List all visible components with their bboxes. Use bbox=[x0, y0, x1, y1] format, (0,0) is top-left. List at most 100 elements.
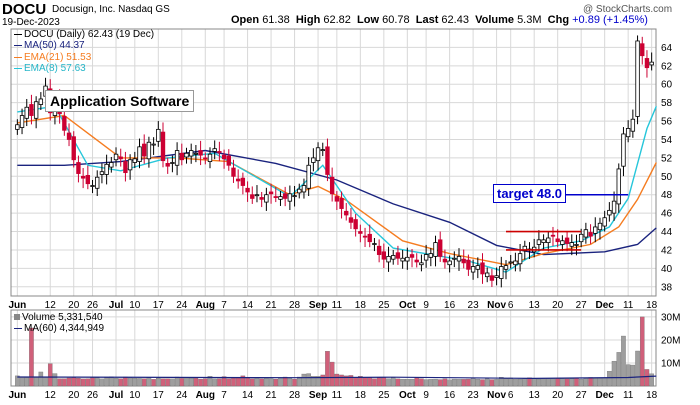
volume-bar bbox=[268, 378, 274, 387]
price-tick-label: 44 bbox=[661, 227, 673, 238]
volume-bar bbox=[231, 377, 236, 387]
date-tick-label: 20 bbox=[68, 390, 80, 401]
candle-body bbox=[19, 115, 25, 128]
volume-bar bbox=[621, 335, 626, 387]
legend-vol-ma60-text: MA(60) 4,344,949 bbox=[24, 323, 105, 334]
volume-bar bbox=[390, 377, 396, 387]
candle-body bbox=[66, 132, 72, 140]
volume-bar bbox=[52, 373, 58, 387]
date-tick-label: Dec bbox=[595, 390, 614, 401]
legend-ema21-text: EMA(21) 51.53 bbox=[24, 52, 92, 63]
candle-body bbox=[611, 200, 617, 214]
volume-bar bbox=[71, 377, 76, 387]
date-tick-label: 27 bbox=[576, 300, 588, 311]
price-tick-label: 40 bbox=[661, 264, 673, 275]
candle-body bbox=[174, 150, 180, 166]
date-tick-label: 17 bbox=[153, 300, 165, 311]
volume-bar bbox=[57, 378, 62, 387]
volume-bar bbox=[141, 378, 147, 387]
legend-price-text: DOCU (Daily) 62.43 (19 Dec) bbox=[24, 29, 155, 40]
volume-bar bbox=[367, 377, 373, 387]
candle-body bbox=[564, 237, 570, 244]
date-tick-label: 7 bbox=[221, 300, 227, 311]
volume-bar bbox=[109, 376, 114, 387]
candle-body bbox=[146, 141, 152, 160]
volume-bar bbox=[94, 377, 100, 387]
volume-bar bbox=[447, 379, 452, 387]
candle-body bbox=[160, 131, 166, 162]
price-tick-label: 56 bbox=[661, 117, 673, 128]
date-tick-label: Jun bbox=[8, 390, 26, 401]
candle-body bbox=[99, 171, 105, 175]
volume-bar bbox=[616, 352, 622, 387]
volume-bar bbox=[156, 378, 161, 387]
date-tick-label: 27 bbox=[576, 390, 588, 401]
candle-body bbox=[447, 260, 452, 266]
volume-bar bbox=[452, 378, 457, 387]
target-label: target 48.0 bbox=[493, 184, 567, 203]
volume-bar bbox=[607, 371, 612, 387]
candle-body bbox=[635, 40, 640, 117]
date-tick-label: 28 bbox=[289, 390, 301, 401]
date-tick-label: 11 bbox=[623, 300, 634, 311]
legend-volume: Volume 5,331,540 bbox=[14, 312, 103, 323]
candle-body bbox=[442, 258, 448, 263]
volume-bar bbox=[583, 377, 589, 387]
candle-body bbox=[306, 164, 311, 189]
volume-bar bbox=[123, 376, 128, 387]
volume-bar bbox=[470, 378, 476, 387]
candle-body bbox=[461, 258, 466, 264]
candle-body bbox=[179, 152, 184, 161]
candle-body bbox=[348, 217, 354, 223]
candle-body bbox=[508, 261, 513, 264]
candle-body bbox=[593, 226, 598, 234]
candle-body bbox=[250, 194, 255, 199]
date-tick-label: 13 bbox=[529, 390, 541, 401]
candle-body bbox=[315, 147, 321, 162]
date-tick-label: 11 bbox=[623, 390, 634, 401]
legend-vol-ma60: MA(60) 4,344,949 bbox=[14, 323, 104, 334]
candle-body bbox=[578, 233, 584, 243]
date-tick-label: 25 bbox=[378, 300, 390, 311]
candle-body bbox=[95, 176, 100, 189]
volume-bar bbox=[221, 376, 227, 387]
volume-bar bbox=[193, 378, 199, 387]
date-tick-label: Sep bbox=[309, 300, 327, 311]
candle-body bbox=[90, 185, 95, 187]
candle-body bbox=[113, 153, 119, 161]
date-tick-label: 12 bbox=[45, 300, 57, 311]
candle-body bbox=[71, 136, 76, 161]
volume-bar bbox=[513, 379, 518, 387]
volume-bar bbox=[569, 378, 575, 387]
volume-bar bbox=[503, 378, 509, 387]
candle-body bbox=[320, 149, 325, 152]
volume-bar bbox=[484, 378, 490, 387]
candle-body bbox=[33, 101, 39, 119]
volume-bar bbox=[611, 360, 617, 387]
candle-body bbox=[456, 256, 462, 262]
volume-bar bbox=[358, 376, 363, 387]
date-tick-label: 25 bbox=[378, 390, 390, 401]
volume-bar bbox=[578, 378, 584, 387]
date-tick-label: 23 bbox=[468, 390, 480, 401]
candle-body bbox=[452, 257, 457, 260]
candle-body bbox=[428, 253, 434, 258]
chg-value: +0.89 (+1.45%) bbox=[572, 14, 648, 26]
volume-bar bbox=[198, 378, 203, 387]
date-tick-label: 11 bbox=[332, 390, 343, 401]
legend-volume-text: Volume 5,331,540 bbox=[22, 312, 103, 323]
date-tick-label: 16 bbox=[444, 300, 456, 311]
volume-bar bbox=[76, 378, 81, 387]
volume-bar bbox=[343, 375, 349, 387]
candle-body bbox=[311, 157, 316, 163]
candle-body bbox=[29, 104, 34, 116]
volume-bar bbox=[597, 377, 603, 387]
date-tick-label: 10 bbox=[129, 300, 141, 311]
candle-body bbox=[297, 188, 302, 194]
volume-label: Volume bbox=[475, 14, 514, 26]
volume-bar bbox=[296, 376, 302, 387]
candle-body bbox=[273, 196, 278, 198]
candle-body bbox=[259, 197, 264, 200]
candle-body bbox=[419, 262, 424, 266]
high-value: 62.82 bbox=[323, 14, 351, 26]
